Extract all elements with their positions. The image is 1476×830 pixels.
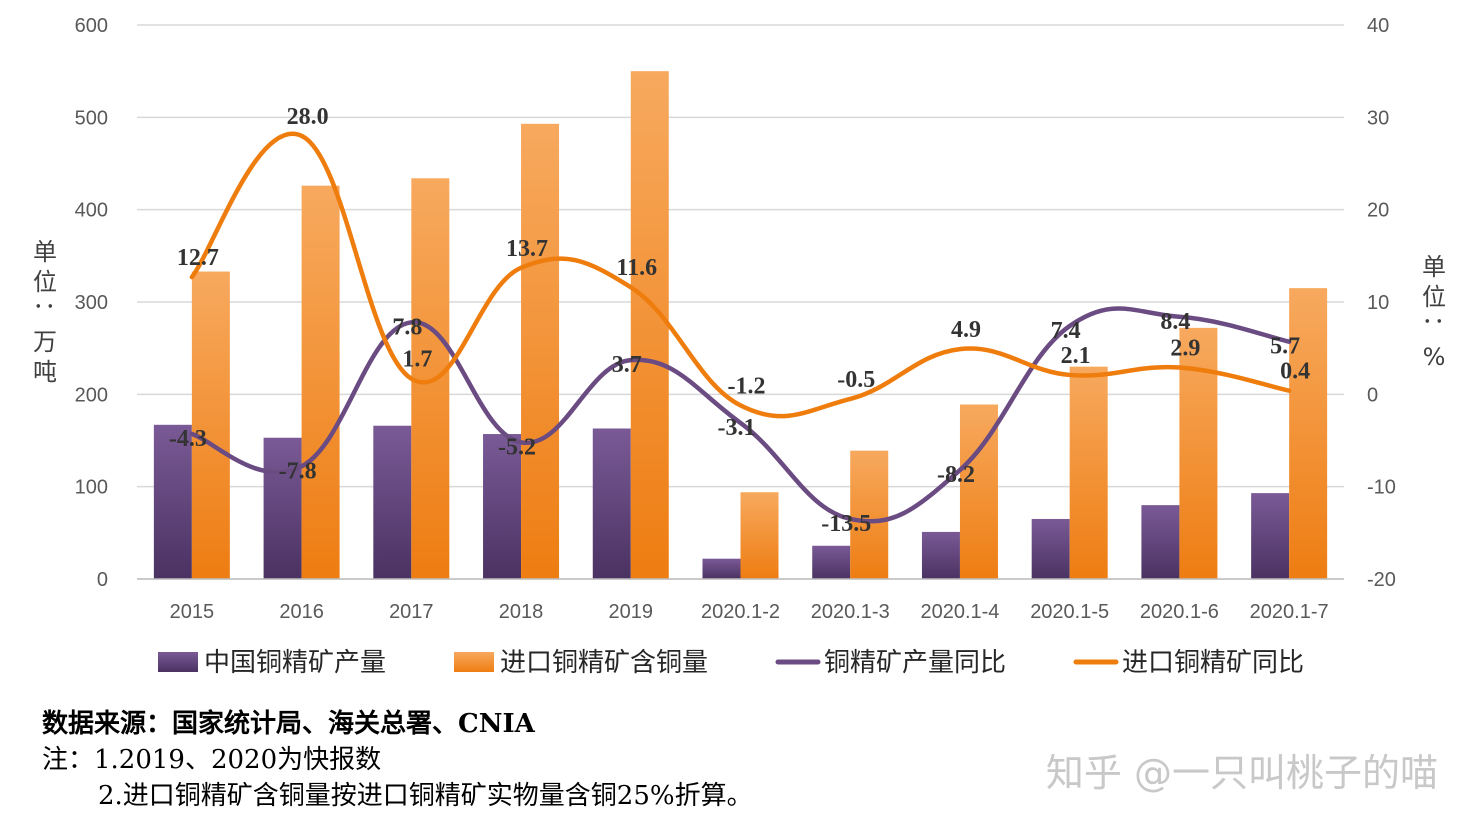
y-left-tick-label: 300 bbox=[75, 292, 108, 314]
y-right-tick-label: 40 bbox=[1367, 15, 1389, 37]
label-import-yoy: 4.9 bbox=[951, 317, 981, 343]
bar-domestic-output bbox=[1141, 505, 1180, 579]
label-import-yoy: 0.4 bbox=[1280, 359, 1310, 385]
bar-import-copper bbox=[1289, 288, 1328, 579]
label-domestic-yoy: 3.7 bbox=[612, 352, 642, 378]
label-import-yoy: 13.7 bbox=[506, 236, 548, 262]
x-tick-label: 2020.1-3 bbox=[811, 601, 890, 623]
data-source-note: 数据来源：国家统计局、海关总署、CNIA bbox=[42, 709, 535, 739]
bar-domestic-output bbox=[483, 434, 522, 579]
bar-domestic-output bbox=[263, 437, 302, 579]
bar-domestic-output bbox=[812, 545, 851, 579]
y-right-tick-label: -10 bbox=[1367, 477, 1396, 499]
bar-import-copper bbox=[850, 450, 889, 579]
label-import-yoy: 12.7 bbox=[177, 245, 219, 271]
label-domestic-yoy: -7.8 bbox=[279, 458, 317, 484]
y-left-tick-label: 600 bbox=[75, 15, 108, 37]
legend-swatch bbox=[454, 652, 494, 672]
x-tick-label: 2018 bbox=[499, 601, 544, 623]
label-domestic-yoy: -4.3 bbox=[169, 426, 207, 452]
y-left-tick-label: 100 bbox=[75, 477, 108, 499]
bar-import-copper bbox=[191, 271, 230, 579]
bar-domestic-output bbox=[1031, 518, 1070, 579]
y-right-tick-label: 20 bbox=[1367, 200, 1389, 222]
legend: 中国铜精矿产量 进口铜精矿含铜量 铜精矿产量同比 进口铜精矿同比 bbox=[158, 648, 1304, 678]
bar-import-copper bbox=[521, 123, 560, 580]
label-import-yoy: 11.6 bbox=[616, 255, 657, 281]
x-tick-label: 2020.1-5 bbox=[1030, 601, 1109, 623]
bar-import-copper bbox=[1179, 327, 1218, 579]
y-left-axis-title-char: 万 bbox=[33, 328, 57, 356]
bar-import-copper bbox=[301, 185, 340, 579]
label-domestic-yoy: 8.4 bbox=[1160, 309, 1190, 335]
x-tick-label: 2017 bbox=[389, 601, 434, 623]
label-domestic-yoy: 5.7 bbox=[1270, 334, 1300, 360]
line-import-yoy bbox=[189, 131, 1292, 419]
watermark: 知乎 @一只叫桃子的喵 bbox=[1045, 751, 1438, 795]
bar-domestic-output bbox=[1251, 493, 1290, 579]
y-right-axis-title-char: 位 bbox=[1422, 283, 1446, 311]
x-tick-label: 2015 bbox=[170, 601, 215, 623]
data-labels: -4.3 -7.8 7.8 -5.2 3.7 -3.1 -13.5 -8.2 7.4 8.4 5.7… bbox=[169, 104, 1310, 537]
label-domestic-yoy: -13.5 bbox=[821, 511, 871, 537]
axes: 0 100 200 300 400 500 600 -20 -10 0 10 20 30 40 2015 20… bbox=[31, 15, 1448, 623]
legend-label: 进口铜精矿含铜量 bbox=[500, 648, 708, 678]
label-domestic-yoy: -3.1 bbox=[718, 415, 756, 441]
y-right-axis-title-char: % bbox=[1423, 343, 1446, 371]
y-right-tick-label: 10 bbox=[1367, 292, 1389, 314]
label-import-yoy: -1.2 bbox=[728, 373, 766, 399]
line-series bbox=[189, 131, 1292, 524]
bar-import-copper bbox=[740, 492, 779, 579]
y-right-axis-title: 单 bbox=[1422, 253, 1446, 281]
x-tick-label: 2019 bbox=[609, 601, 654, 623]
x-tick-label: 2020.1-6 bbox=[1140, 601, 1219, 623]
y-right-tick-label: 0 bbox=[1367, 384, 1378, 406]
y-right-tick-label: -20 bbox=[1367, 569, 1396, 591]
note-1: 注：1.2019、2020为快报数 bbox=[42, 745, 382, 775]
x-tick-label: 2020.1-2 bbox=[701, 601, 780, 623]
bar-domestic-output bbox=[153, 424, 192, 579]
line-domestic-yoy bbox=[189, 306, 1292, 524]
label-domestic-yoy: 7.8 bbox=[392, 314, 422, 340]
legend-swatch bbox=[158, 652, 198, 672]
legend-label: 中国铜精矿产量 bbox=[204, 648, 386, 678]
y-left-axis-title-char: 吨 bbox=[33, 358, 57, 386]
legend-label: 进口铜精矿同比 bbox=[1122, 648, 1304, 678]
notes: 数据来源：国家统计局、海关总署、CNIA 注：1.2019、2020为快报数 2… bbox=[42, 706, 753, 814]
note-2: 2.进口铜精矿含铜量按进口铜精矿实物量含铜25%折算。 bbox=[98, 781, 753, 811]
label-import-yoy: 2.9 bbox=[1170, 336, 1200, 362]
bar-domestic-output bbox=[373, 425, 412, 579]
label-import-yoy: 1.7 bbox=[402, 347, 432, 373]
bar-import-copper bbox=[411, 178, 450, 580]
y-left-axis-title-char: ： bbox=[31, 300, 59, 324]
label-import-yoy: 28.0 bbox=[287, 104, 329, 130]
y-right-axis-title-char: ： bbox=[1420, 315, 1448, 339]
y-left-tick-label: 200 bbox=[75, 384, 108, 406]
y-left-axis-title: 单 bbox=[33, 238, 57, 266]
y-left-axis-title-char: 位 bbox=[33, 268, 57, 296]
bar-import-copper bbox=[630, 71, 669, 580]
x-tick-label: 2020.1-7 bbox=[1250, 601, 1329, 623]
label-domestic-yoy: -5.2 bbox=[498, 434, 536, 460]
bar-domestic-output bbox=[921, 531, 960, 579]
label-import-yoy: 2.1 bbox=[1061, 343, 1091, 369]
label-domestic-yoy: -8.2 bbox=[937, 462, 975, 488]
bar-import-copper bbox=[1069, 366, 1108, 579]
copper-concentrate-chart: -4.3 -7.8 7.8 -5.2 3.7 -3.1 -13.5 -8.2 7.4 8.4 5.7… bbox=[31, 15, 1448, 678]
x-tick-label: 2016 bbox=[279, 601, 324, 623]
y-left-tick-label: 0 bbox=[97, 569, 108, 591]
label-domestic-yoy: 7.4 bbox=[1051, 318, 1081, 344]
label-import-yoy: -0.5 bbox=[837, 367, 875, 393]
bar-series bbox=[153, 71, 1328, 580]
bar-domestic-output bbox=[592, 428, 631, 579]
legend-label: 铜精矿产量同比 bbox=[824, 648, 1006, 678]
y-left-tick-label: 400 bbox=[75, 200, 108, 222]
bar-domestic-output bbox=[702, 558, 741, 579]
y-right-tick-label: 30 bbox=[1367, 107, 1389, 129]
x-tick-label: 2020.1-4 bbox=[920, 601, 999, 623]
y-left-tick-label: 500 bbox=[75, 107, 108, 129]
